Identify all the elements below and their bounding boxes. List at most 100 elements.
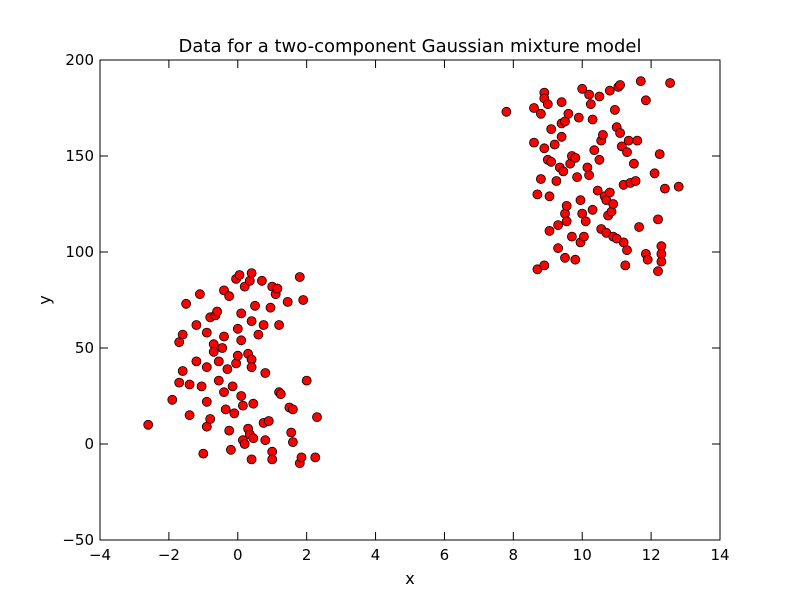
y-tick-label: 200 bbox=[65, 51, 94, 69]
data-point bbox=[220, 404, 231, 415]
data-point bbox=[598, 129, 608, 140]
data-point bbox=[260, 368, 271, 378]
data-point bbox=[553, 243, 563, 254]
data-point bbox=[623, 135, 634, 146]
data-point bbox=[665, 78, 675, 88]
data-point bbox=[294, 272, 305, 282]
data-point bbox=[167, 394, 178, 405]
data-point bbox=[560, 252, 570, 263]
data-point bbox=[556, 131, 567, 142]
data-point bbox=[275, 389, 286, 400]
data-point bbox=[630, 176, 641, 186]
data-point bbox=[236, 308, 247, 319]
y-tick-label: 50 bbox=[75, 339, 94, 357]
data-point bbox=[217, 343, 228, 353]
data-point bbox=[544, 191, 555, 202]
data-point bbox=[248, 433, 259, 444]
x-tick-label: 10 bbox=[573, 546, 592, 564]
data-point bbox=[258, 320, 269, 330]
data-point bbox=[501, 106, 512, 117]
data-point bbox=[236, 391, 247, 401]
x-tick-label: 0 bbox=[233, 546, 243, 564]
x-tick-label: −4 bbox=[89, 546, 111, 564]
data-point bbox=[201, 362, 212, 373]
data-point bbox=[248, 398, 259, 409]
data-point bbox=[198, 448, 209, 459]
x-tick-label: 6 bbox=[440, 546, 450, 564]
data-point bbox=[177, 329, 188, 340]
data-point bbox=[246, 362, 257, 373]
data-point bbox=[632, 135, 643, 146]
data-point bbox=[622, 147, 632, 158]
data-point bbox=[184, 410, 195, 421]
data-point bbox=[584, 89, 594, 100]
data-point bbox=[577, 208, 588, 219]
data-point bbox=[177, 366, 188, 376]
data-point bbox=[589, 145, 600, 156]
data-point bbox=[641, 95, 651, 106]
data-point bbox=[585, 99, 596, 110]
data-point bbox=[201, 327, 212, 338]
scatter-series bbox=[501, 76, 684, 277]
chart-title: Data for a two-component Gaussian mixtur… bbox=[179, 36, 642, 57]
y-axis-label: y bbox=[35, 295, 54, 304]
plot-background bbox=[100, 60, 720, 540]
data-point bbox=[610, 105, 620, 115]
data-point bbox=[594, 91, 605, 102]
data-point bbox=[587, 114, 598, 125]
data-point bbox=[556, 97, 567, 108]
data-point bbox=[594, 154, 605, 165]
data-point bbox=[246, 268, 257, 279]
data-point bbox=[584, 170, 594, 181]
data-point bbox=[629, 158, 639, 169]
data-point bbox=[312, 412, 322, 423]
ticks-layer: −4 −2 0 2 4 6 8 10 12 14 −50 0 50 100 150 200 bbox=[62, 51, 729, 564]
data-point bbox=[229, 408, 240, 419]
data-point bbox=[287, 404, 298, 415]
data-point bbox=[536, 108, 546, 119]
data-point bbox=[219, 387, 229, 398]
data-point bbox=[298, 295, 309, 305]
data-point bbox=[227, 381, 238, 392]
data-point bbox=[232, 323, 243, 334]
data-point bbox=[544, 225, 555, 236]
data-point bbox=[634, 222, 644, 232]
data-point bbox=[246, 316, 257, 327]
data-point bbox=[579, 231, 589, 242]
data-point bbox=[635, 76, 646, 86]
data-point bbox=[213, 356, 224, 367]
data-point bbox=[570, 152, 581, 163]
data-point bbox=[239, 439, 250, 449]
data-point bbox=[234, 270, 245, 280]
data-point bbox=[212, 306, 223, 317]
data-point bbox=[253, 329, 264, 340]
plot-area bbox=[100, 60, 720, 540]
data-point bbox=[575, 195, 586, 206]
data-point bbox=[263, 416, 274, 426]
data-point bbox=[546, 156, 557, 167]
data-point bbox=[604, 85, 615, 96]
y-tick-label: 150 bbox=[65, 147, 94, 165]
data-point bbox=[570, 254, 581, 265]
data-point bbox=[219, 331, 229, 342]
x-tick-label: −2 bbox=[158, 546, 180, 564]
data-point bbox=[592, 185, 603, 196]
x-tick-label: 14 bbox=[710, 546, 729, 564]
data-point bbox=[546, 124, 557, 135]
data-point bbox=[224, 291, 235, 302]
data-point bbox=[536, 174, 546, 184]
data-point bbox=[237, 400, 248, 411]
y-tick-label: 100 bbox=[65, 243, 94, 261]
data-point bbox=[549, 139, 560, 150]
plot-frame bbox=[99, 59, 721, 541]
data-point bbox=[673, 181, 684, 192]
data-point bbox=[174, 377, 185, 388]
data-point bbox=[265, 302, 276, 313]
data-point bbox=[529, 137, 539, 148]
data-point bbox=[587, 204, 598, 215]
data-point bbox=[558, 166, 569, 177]
data-point bbox=[205, 414, 216, 424]
data-point bbox=[608, 199, 619, 209]
